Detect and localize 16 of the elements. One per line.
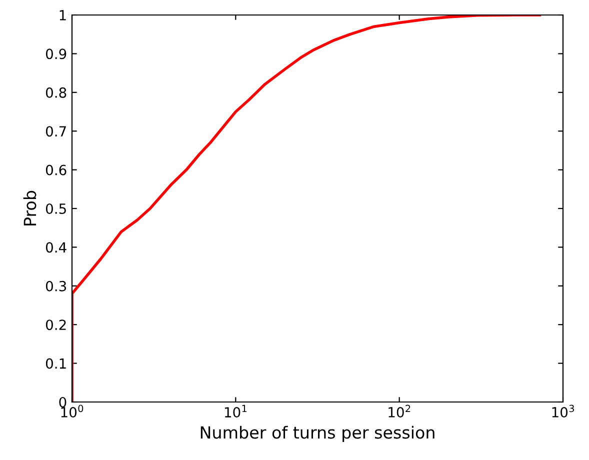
y-tick-label: 0 [59, 396, 66, 408]
y-tick-label: 0.2 [46, 320, 66, 330]
y-tick-label: 0.8 [46, 87, 66, 98]
y-axis-title: Prob [23, 190, 36, 226]
y-tick-label: 1 [60, 10, 66, 20]
x-axis-title: Number of turns per session [200, 426, 434, 442]
y-tick-label: 0.1 [46, 358, 66, 369]
x-tick-label: 10$^{1}$ [224, 404, 247, 418]
y-tick-label: 0.9 [46, 48, 66, 60]
y-tick-label: 0.6 [46, 164, 66, 176]
y-tick-label: 0.4 [46, 242, 66, 253]
y-tick-label: 0.3 [46, 280, 66, 292]
y-tick-label: 0.5 [46, 203, 66, 214]
x-tick-label: 10$^{2}$ [388, 404, 410, 418]
y-tick-label: 0.7 [46, 126, 66, 137]
x-tick-label: 10$^{3}$ [552, 404, 574, 418]
